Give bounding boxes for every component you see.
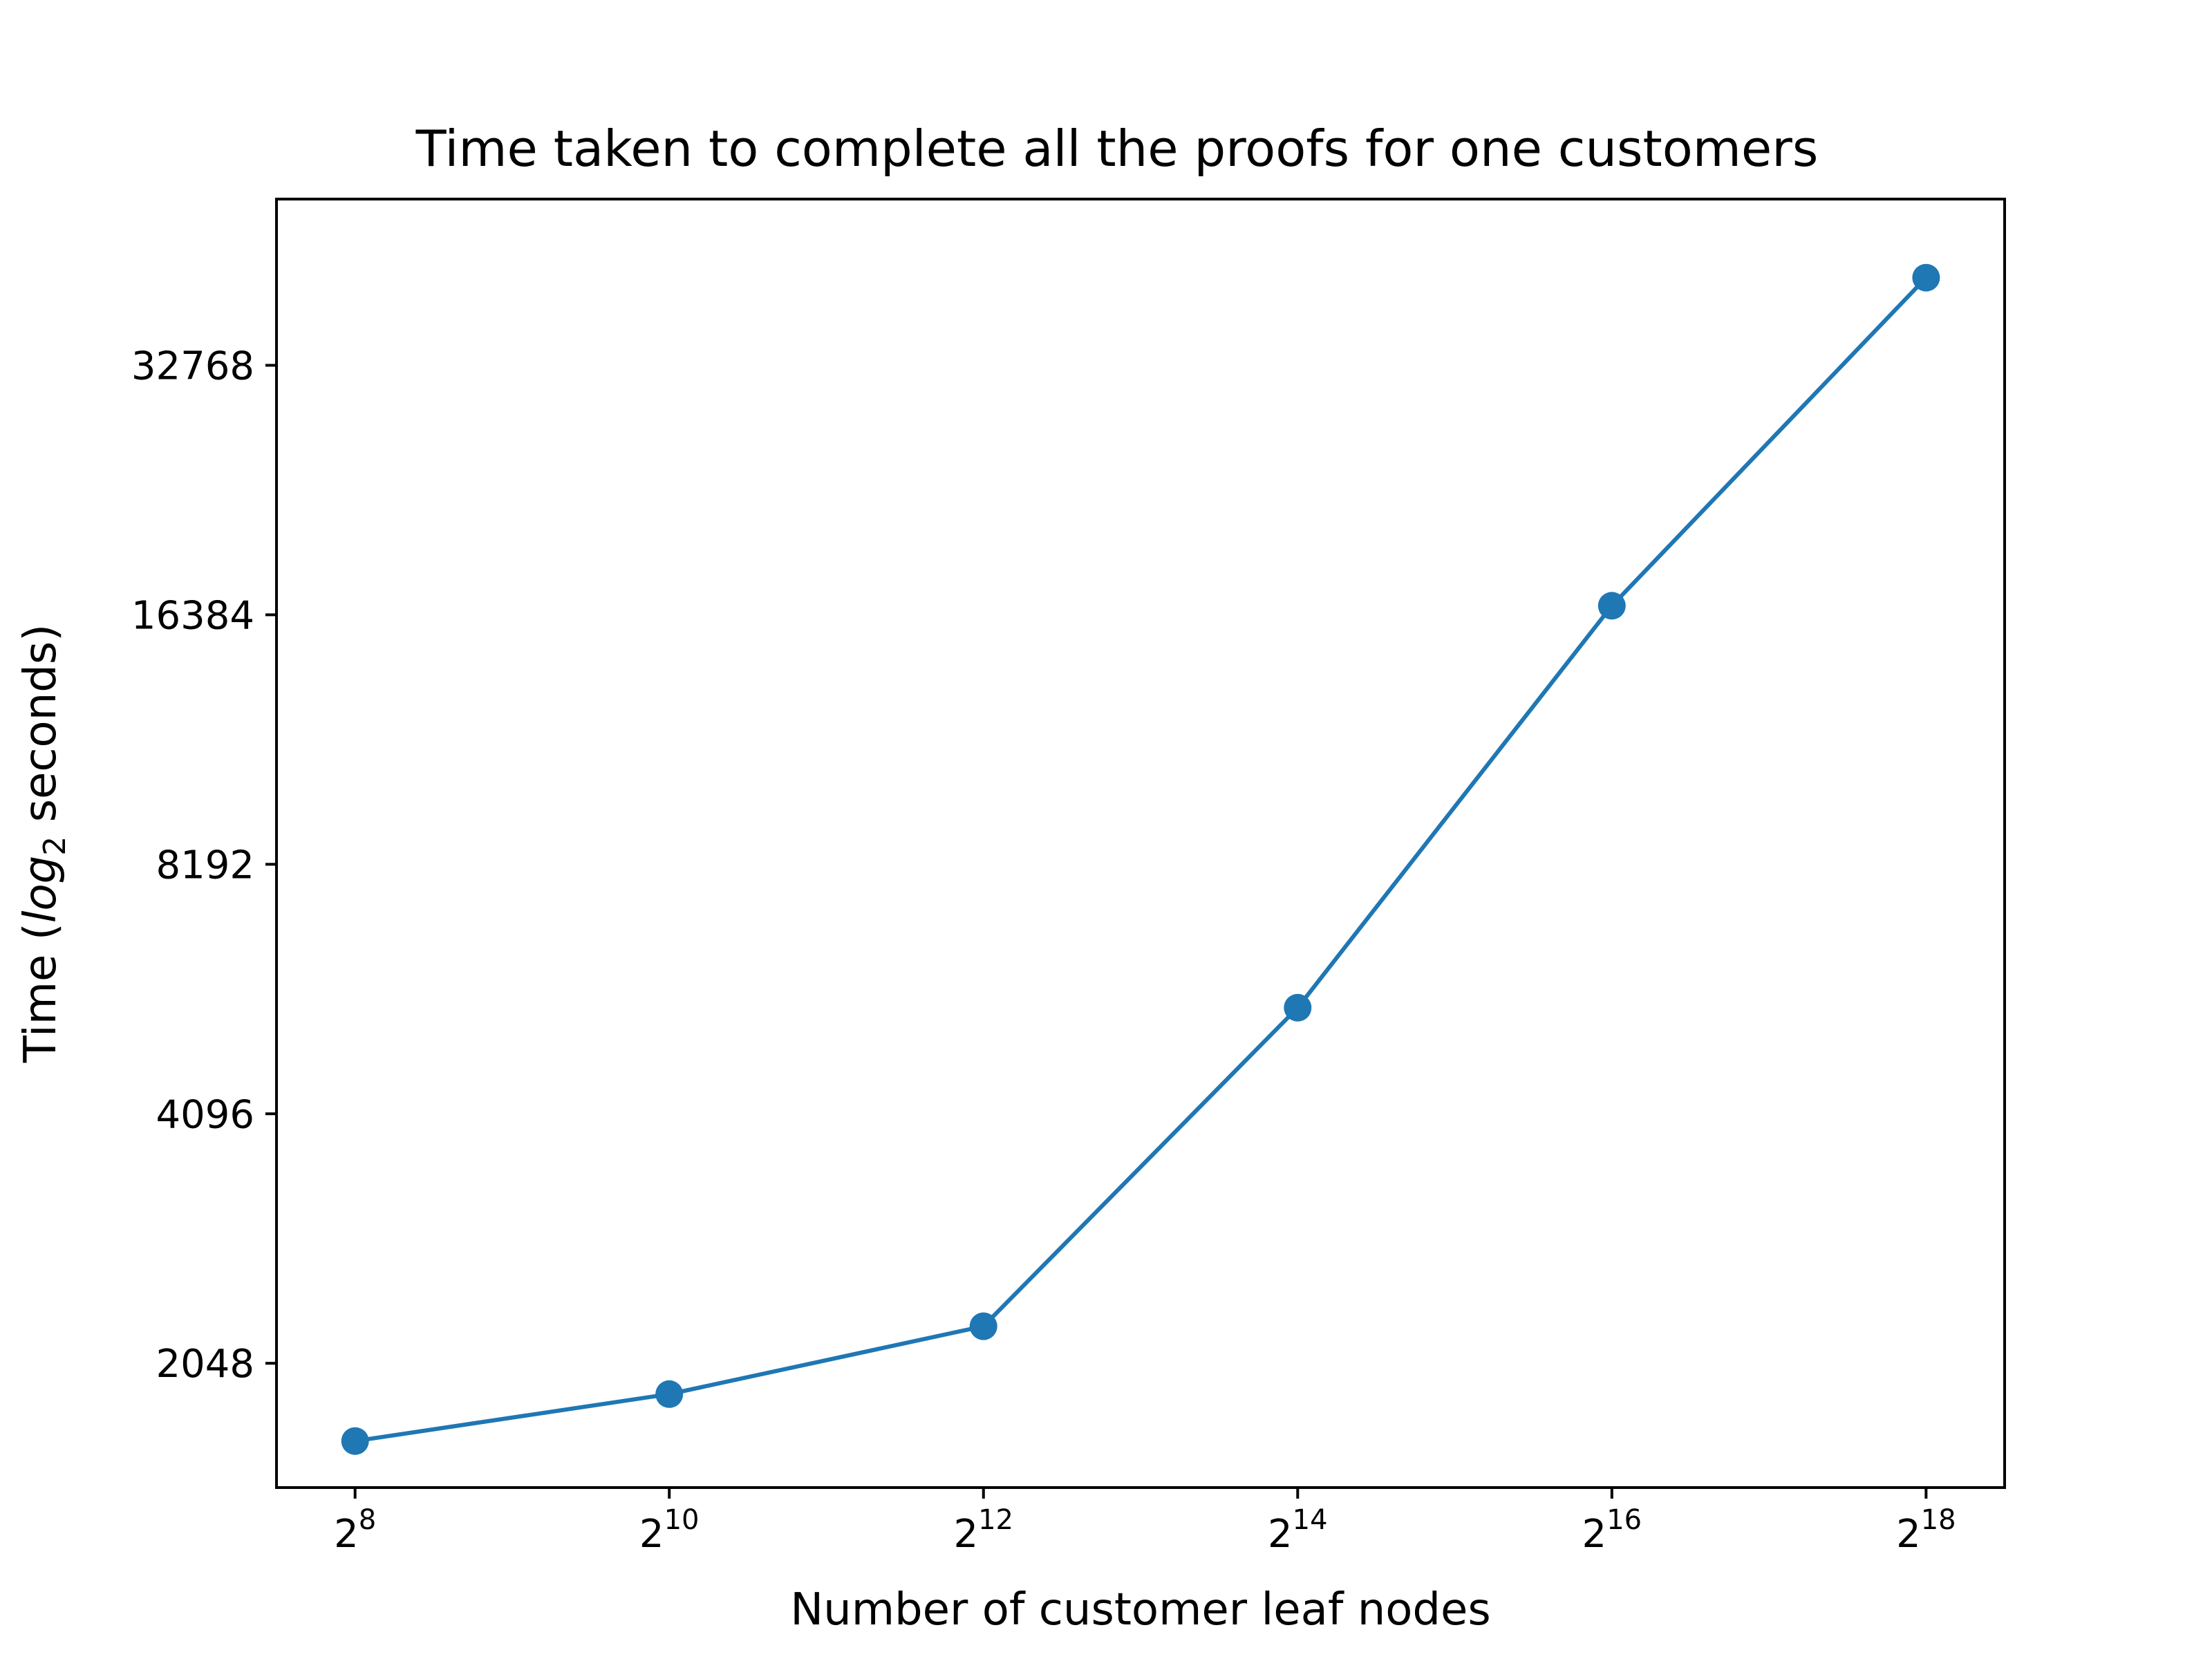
data-point — [1597, 592, 1626, 620]
y-axis-label-italic: log — [15, 856, 66, 924]
x-axis: 28 210 212 214 216 218 — [334, 1488, 1956, 1557]
data-point — [655, 1380, 684, 1408]
plot-area — [341, 263, 1940, 1455]
y-axis-label-subscript: 2 — [37, 836, 73, 856]
x-axis-label: Number of customer leaf nodes — [790, 1584, 1491, 1635]
y-tick-label: 32768 — [131, 344, 254, 388]
data-point — [1912, 263, 1940, 292]
data-point — [341, 1427, 369, 1455]
axes-frame — [275, 198, 2006, 1489]
y-tick-label: 8192 — [156, 843, 254, 888]
chart-title: Time taken to complete all the proofs fo… — [415, 120, 1819, 178]
y-tick-label: 4096 — [156, 1092, 254, 1137]
data-point — [969, 1312, 997, 1340]
x-tick-label: 28 — [334, 1504, 376, 1557]
x-tick-label: 214 — [1268, 1504, 1328, 1557]
x-tick-label: 218 — [1896, 1504, 1956, 1557]
x-tick-label: 216 — [1582, 1504, 1642, 1557]
y-axis-label-prefix: Time ( — [15, 923, 66, 1063]
data-point — [1284, 993, 1312, 1022]
y-axis-label: Time (log2 seconds) — [15, 624, 73, 1063]
series-line — [355, 276, 1928, 1443]
y-axis: 2048 4096 8192 16384 32768 — [131, 344, 276, 1387]
x-tick-label: 212 — [953, 1504, 1013, 1557]
y-axis-label-suffix: seconds) — [15, 624, 66, 836]
y-tick-label: 16384 — [131, 593, 254, 638]
y-tick-label: 2048 — [156, 1342, 254, 1387]
x-tick-label: 210 — [639, 1504, 700, 1557]
